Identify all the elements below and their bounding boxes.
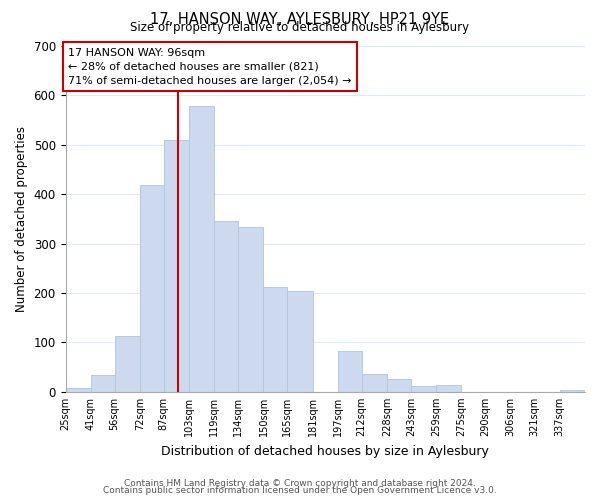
Text: 17, HANSON WAY, AYLESBURY, HP21 9YE: 17, HANSON WAY, AYLESBURY, HP21 9YE [151,12,449,26]
Text: Contains public sector information licensed under the Open Government Licence v3: Contains public sector information licen… [103,486,497,495]
Bar [263,287,287,392]
Bar [214,221,238,392]
Bar [362,374,387,392]
Text: 17 HANSON WAY: 96sqm
← 28% of detached houses are smaller (821)
71% of semi-deta: 17 HANSON WAY: 96sqm ← 28% of detached h… [68,48,352,86]
Bar [65,388,91,392]
Bar [164,140,189,392]
Bar [387,379,411,392]
Text: Contains HM Land Registry data © Crown copyright and database right 2024.: Contains HM Land Registry data © Crown c… [124,478,476,488]
Bar [91,374,115,392]
Bar [140,186,164,392]
Bar [411,386,436,392]
Bar [287,291,313,392]
X-axis label: Distribution of detached houses by size in Aylesbury: Distribution of detached houses by size … [161,444,489,458]
Bar [238,228,263,392]
Bar [189,106,214,392]
Bar [560,390,585,392]
Bar [436,386,461,392]
Y-axis label: Number of detached properties: Number of detached properties [15,126,28,312]
Bar [115,336,140,392]
Text: Size of property relative to detached houses in Aylesbury: Size of property relative to detached ho… [130,22,470,35]
Bar [338,351,362,392]
